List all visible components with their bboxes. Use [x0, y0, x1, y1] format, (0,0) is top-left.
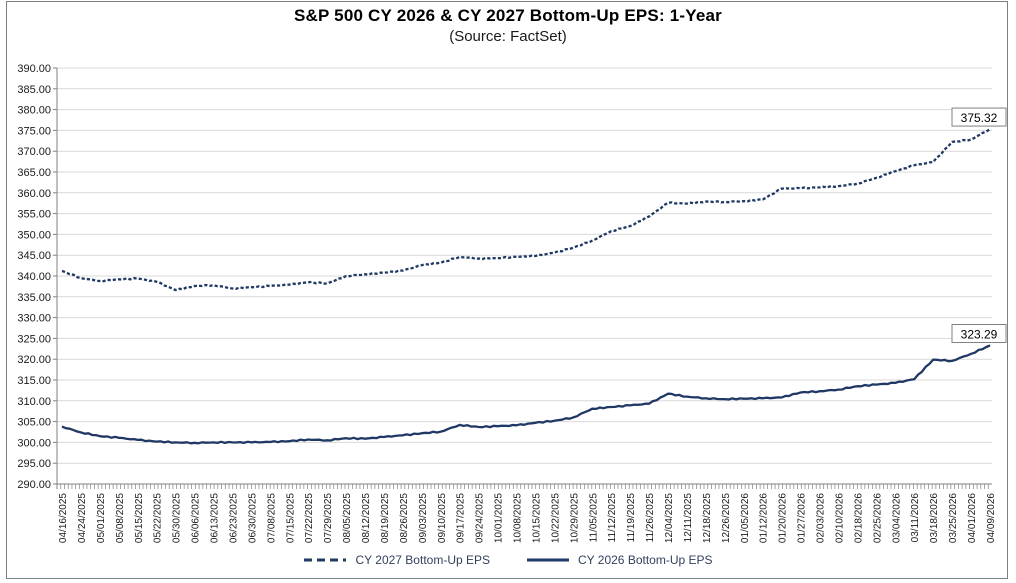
y-axis-tick-label: 355.00 — [17, 209, 51, 221]
y-axis-tick-label: 310.00 — [17, 396, 51, 408]
x-axis-tick-label: 08/19/2025 — [380, 493, 391, 543]
end-label-box — [951, 107, 1007, 127]
chart-header: S&P 500 CY 2026 & CY 2027 Bottom-Up EPS:… — [0, 6, 1016, 45]
y-axis-tick-label: 375.00 — [17, 125, 51, 137]
x-axis-tick-label: 03/04/2026 — [891, 493, 902, 543]
x-axis-tick-label: 02/25/2026 — [872, 493, 883, 543]
x-axis-tick-label: 10/15/2025 — [531, 493, 542, 543]
y-axis-tick-label: 305.00 — [17, 417, 51, 429]
end-label-box — [951, 324, 1007, 344]
y-axis-tick-label: 380.00 — [17, 105, 51, 117]
x-axis-tick-label: 07/22/2025 — [304, 493, 315, 543]
x-axis-tick-label: 09/10/2025 — [437, 493, 448, 543]
x-axis-tick-label: 07/08/2025 — [266, 493, 277, 543]
y-axis-tick-label: 365.00 — [17, 167, 51, 179]
x-axis-tick-label: 08/26/2025 — [399, 493, 410, 543]
x-axis-tick-label: 11/19/2025 — [626, 493, 637, 543]
chart-title: S&P 500 CY 2026 & CY 2027 Bottom-Up EPS:… — [294, 6, 722, 25]
x-axis-tick-label: 01/05/2026 — [740, 493, 751, 543]
y-axis-tick-label: 315.00 — [17, 375, 51, 387]
y-axis-tick-label: 290.00 — [17, 479, 51, 491]
y-axis-tick-label: 320.00 — [17, 354, 51, 366]
x-axis-tick-label: 12/18/2025 — [702, 493, 713, 543]
x-axis-tick-label: 01/27/2026 — [797, 493, 808, 543]
x-axis-tick-label: 06/06/2025 — [191, 493, 202, 543]
end-label-value: 323.29 — [961, 328, 998, 342]
y-axis-tick-label: 360.00 — [17, 188, 51, 200]
y-axis-tick-label: 300.00 — [17, 437, 51, 449]
x-axis-tick-label: 06/13/2025 — [210, 493, 221, 543]
x-axis-tick-label: 05/08/2025 — [115, 493, 126, 543]
x-axis-tick-label: 04/01/2026 — [967, 493, 978, 543]
legend-item-cy2027: CY 2027 Bottom-Up EPS — [303, 553, 490, 567]
x-axis-tick-label: 04/09/2026 — [986, 493, 997, 543]
x-axis-tick-label: 08/12/2025 — [361, 493, 372, 543]
x-axis-tick-label: 03/11/2026 — [910, 493, 921, 543]
x-axis-tick-label: 04/24/2025 — [77, 493, 88, 543]
x-axis-tick-label: 02/03/2026 — [816, 493, 827, 543]
series-line-cy2026 — [61, 344, 991, 445]
x-axis-tick-label: 02/10/2026 — [834, 493, 845, 543]
dashed-line-sample — [304, 558, 347, 562]
solid-line-sample — [527, 558, 569, 562]
x-axis-tick-label: 05/22/2025 — [153, 493, 164, 543]
legend-label-cy2026: CY 2026 Bottom-Up EPS — [578, 553, 713, 567]
y-axis-tick-label: 345.00 — [17, 250, 51, 262]
x-axis-tick-label: 05/15/2025 — [134, 493, 145, 543]
x-axis-tick-label: 01/20/2026 — [778, 493, 789, 543]
legend-item-cy2026: CY 2026 Bottom-Up EPS — [526, 553, 713, 567]
x-axis-tick-label: 04/16/2025 — [58, 493, 69, 543]
x-axis-tick-label: 05/30/2025 — [172, 493, 183, 543]
x-axis-tick-label: 02/18/2026 — [853, 493, 864, 543]
x-axis-tick-label: 11/26/2025 — [645, 493, 656, 543]
y-axis-tick-label: 340.00 — [17, 271, 51, 283]
end-label-value: 375.32 — [961, 111, 998, 125]
x-axis-tick-label: 06/23/2025 — [228, 493, 239, 543]
x-axis-tick-label: 11/12/2025 — [607, 493, 618, 543]
x-axis-tick-label: 01/12/2026 — [759, 493, 770, 543]
y-axis-tick-label: 335.00 — [17, 292, 51, 304]
y-axis-tick-label: 390.00 — [17, 63, 51, 75]
x-axis-tick-label: 12/26/2025 — [721, 493, 732, 543]
y-axis-tick-label: 330.00 — [17, 313, 51, 325]
x-axis-tick-label: 07/29/2025 — [323, 493, 334, 543]
x-axis-tick-label: 10/08/2025 — [513, 493, 524, 543]
y-axis-tick-label: 350.00 — [17, 229, 51, 241]
y-axis-tick-label: 295.00 — [17, 458, 51, 470]
x-axis-tick-label: 10/29/2025 — [569, 493, 580, 543]
x-axis-tick-label: 12/04/2025 — [664, 493, 675, 543]
x-axis-tick-label: 06/30/2025 — [247, 493, 258, 543]
x-axis-tick-label: 10/01/2025 — [494, 493, 505, 543]
y-axis-tick-label: 385.00 — [17, 84, 51, 96]
chart-frame — [6, 1, 1008, 579]
chart-subtitle: (Source: FactSet) — [449, 28, 567, 45]
x-axis-tick-label: 09/03/2025 — [418, 493, 429, 543]
legend: CY 2027 Bottom-Up EPS CY 2026 Bottom-Up … — [0, 553, 1016, 567]
x-axis-tick-label: 12/11/2025 — [683, 493, 694, 543]
x-axis-tick-label: 09/17/2025 — [456, 493, 467, 543]
x-axis-tick-label: 03/25/2026 — [948, 493, 959, 543]
x-axis-tick-label: 05/01/2025 — [96, 493, 107, 543]
x-axis-tick-label: 03/18/2026 — [929, 493, 940, 543]
y-axis-tick-label: 325.00 — [17, 333, 51, 345]
x-axis-tick-label: 08/05/2025 — [342, 493, 353, 543]
x-axis-tick-label: 10/22/2025 — [550, 493, 561, 543]
x-axis-tick-label: 07/15/2025 — [285, 493, 296, 543]
x-axis-tick-label: 09/24/2025 — [475, 493, 486, 543]
series-line-cy2027 — [61, 128, 991, 292]
legend-label-cy2027: CY 2027 Bottom-Up EPS — [355, 553, 490, 567]
x-axis-tick-label: 11/05/2025 — [588, 493, 599, 543]
y-axis-tick-label: 370.00 — [17, 146, 51, 158]
